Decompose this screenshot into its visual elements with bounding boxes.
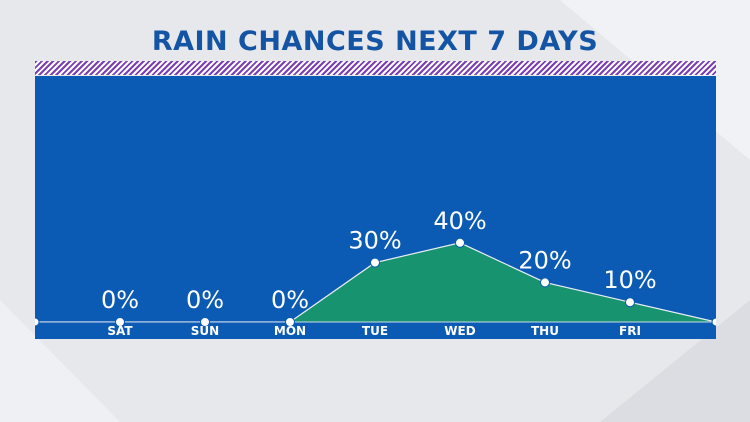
rain-area — [35, 242, 716, 322]
data-point-mon — [285, 317, 295, 327]
value-label-mon: 0% — [271, 286, 309, 314]
tick-label-fri: FRI — [619, 324, 641, 338]
data-point-sat — [115, 317, 125, 327]
value-label-fri: 10% — [603, 266, 656, 294]
chart-panel: 0% SAT 0% SUN 0% MON 30% TUE 40% WED 20% THU 10% FRI — [35, 76, 716, 339]
value-label-thu: 20% — [518, 246, 571, 274]
hatched-divider — [35, 61, 716, 75]
edge-point-end — [711, 317, 716, 327]
page-title: RAIN CHANCES NEXT 7 DAYS — [151, 26, 599, 57]
rain-chart: 0% SAT 0% SUN 0% MON 30% TUE 40% WED 20% THU 10% FRI — [35, 207, 716, 339]
data-point-thu — [540, 277, 550, 288]
data-point-fri — [625, 297, 635, 308]
tick-label-tue: TUE — [362, 324, 388, 338]
edge-point-start — [35, 317, 40, 327]
data-point-wed — [455, 237, 465, 248]
tick-label-sat: SAT — [107, 324, 133, 338]
tick-label-sun: SUN — [191, 324, 219, 338]
data-point-tue — [370, 257, 380, 268]
data-point-sun — [200, 317, 210, 327]
value-label-sat: 0% — [101, 286, 139, 314]
tick-label-mon: MON — [274, 324, 306, 338]
tick-label-thu: THU — [531, 324, 559, 338]
value-label-wed: 40% — [433, 207, 486, 235]
value-label-tue: 30% — [348, 227, 401, 255]
value-label-sun: 0% — [186, 286, 224, 314]
tick-label-wed: WED — [444, 324, 475, 338]
